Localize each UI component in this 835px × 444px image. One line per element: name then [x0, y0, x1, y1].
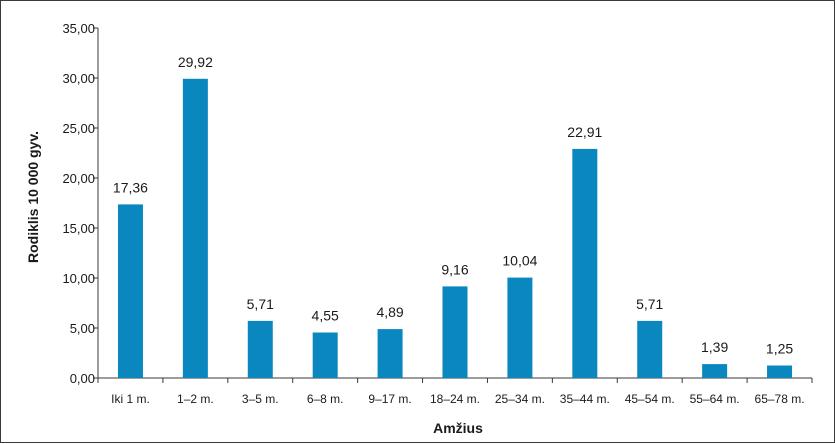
data-label: 29,92: [178, 54, 213, 70]
x-tick-label: 6–8 m.: [307, 392, 344, 406]
y-tick-label: 5,00: [70, 321, 95, 336]
data-label: 10,04: [502, 253, 537, 269]
x-tick-label: Iki 1 m.: [111, 392, 150, 406]
y-tick-label: 35,00: [62, 21, 95, 36]
y-tick-label: 30,00: [62, 71, 95, 86]
bar: [377, 329, 403, 378]
labels: Iki 1 m. 17,36 1–2 m. 29,92 3–5 m. 5,71 6–8 m.…: [111, 54, 804, 406]
x-tick-label: 18–24 m.: [430, 392, 480, 406]
x-tick-label: 55–64 m.: [690, 392, 740, 406]
bar: [117, 204, 143, 378]
data-label: 5,71: [247, 296, 274, 312]
bars: [117, 78, 793, 379]
data-label: 4,55: [312, 308, 339, 324]
bar: [182, 78, 208, 379]
axes: 0,00 5,00 10,00 15,00 20,00 25,00 30,00 35,00: [62, 21, 813, 386]
y-tick-label: 10,00: [62, 271, 95, 286]
bar: [247, 320, 273, 378]
bar: [507, 277, 533, 378]
y-axis-title: Rodiklis 10 000 gyv.: [25, 131, 41, 263]
bar: [312, 332, 338, 378]
bar: [572, 148, 598, 378]
x-tick-label: 9–17 m.: [368, 392, 411, 406]
y-tick-label: 20,00: [62, 171, 95, 186]
data-label: 1,39: [701, 339, 728, 355]
data-label: 17,36: [113, 179, 148, 195]
bar: [702, 364, 728, 378]
bar: [637, 320, 663, 378]
x-tick-label: 25–34 m.: [495, 392, 545, 406]
x-axis-title: Amžius: [433, 420, 483, 436]
data-label: 4,89: [376, 304, 403, 320]
x-tick-label: 45–54 m.: [625, 392, 675, 406]
y-tick-label: 25,00: [62, 121, 95, 136]
data-label: 22,91: [567, 124, 602, 140]
y-tick-label: 0,00: [70, 371, 95, 386]
data-label: 5,71: [636, 296, 663, 312]
data-label: 9,16: [441, 261, 468, 277]
x-tick-label: 35–44 m.: [560, 392, 610, 406]
bar: [767, 365, 793, 378]
data-label: 1,25: [766, 341, 793, 357]
y-tick-label: 15,00: [62, 221, 95, 236]
x-tick-label: 1–2 m.: [177, 392, 214, 406]
bar: [442, 286, 468, 378]
x-tick-label: 3–5 m.: [242, 392, 279, 406]
x-tick-label: 65–78 m.: [755, 392, 805, 406]
